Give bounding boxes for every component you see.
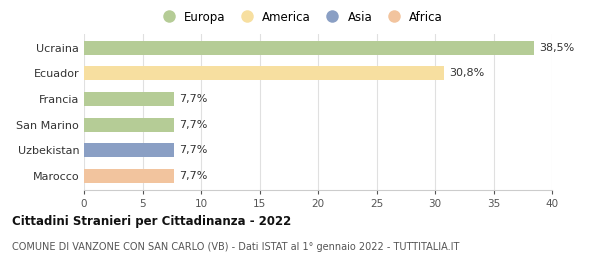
Text: 38,5%: 38,5% bbox=[539, 43, 574, 53]
Text: 7,7%: 7,7% bbox=[179, 171, 207, 181]
Text: 7,7%: 7,7% bbox=[179, 94, 207, 104]
Text: Cittadini Stranieri per Cittadinanza - 2022: Cittadini Stranieri per Cittadinanza - 2… bbox=[12, 214, 291, 228]
Legend: Europa, America, Asia, Africa: Europa, America, Asia, Africa bbox=[152, 6, 448, 28]
Bar bbox=[84, 41, 535, 55]
Bar bbox=[84, 169, 174, 183]
Bar bbox=[84, 92, 174, 106]
Text: 7,7%: 7,7% bbox=[179, 120, 207, 129]
Bar bbox=[84, 67, 445, 81]
Bar bbox=[84, 118, 174, 132]
Text: COMUNE DI VANZONE CON SAN CARLO (VB) - Dati ISTAT al 1° gennaio 2022 - TUTTITALI: COMUNE DI VANZONE CON SAN CARLO (VB) - D… bbox=[12, 242, 460, 252]
Text: 7,7%: 7,7% bbox=[179, 145, 207, 155]
Text: 30,8%: 30,8% bbox=[449, 68, 484, 79]
Bar bbox=[84, 143, 174, 157]
